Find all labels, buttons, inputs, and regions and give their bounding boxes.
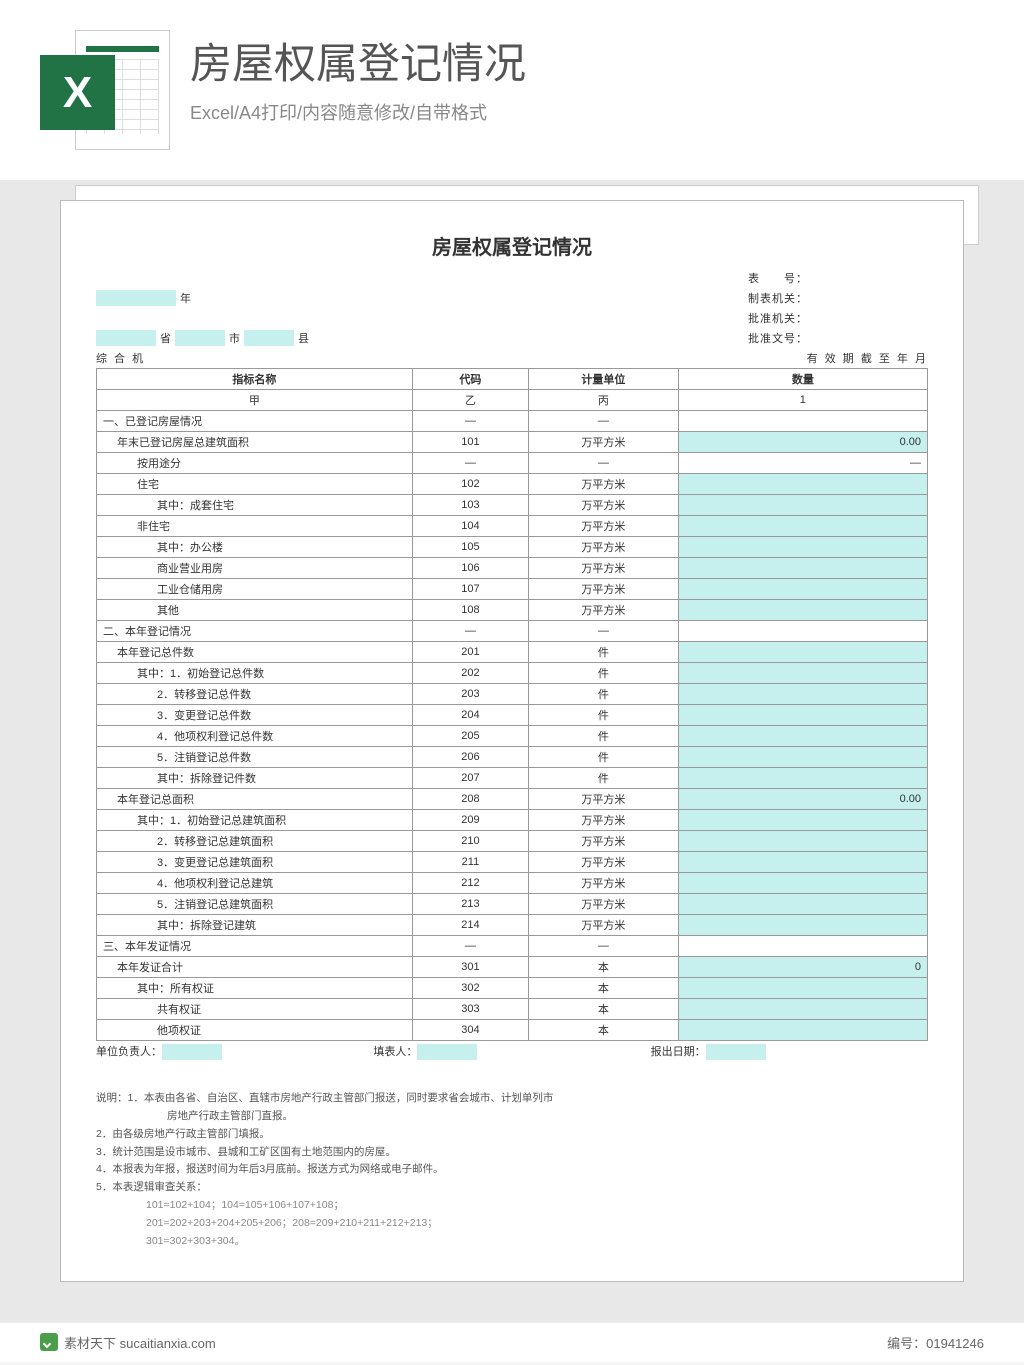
table-row: 本年登记总件数201件 xyxy=(97,642,928,663)
table-row: 其中：所有权证302本 xyxy=(97,978,928,999)
fill-county xyxy=(244,330,294,346)
table-row: 非住宅104万平方米 xyxy=(97,516,928,537)
table-row: 二、本年登记情况—— xyxy=(97,621,928,642)
fill-year xyxy=(96,290,176,306)
table-row: 年末已登记房屋总建筑面积101万平方米0.00 xyxy=(97,432,928,453)
signature-row: 单位负责人： 填表人： 报出日期： xyxy=(96,1043,928,1060)
table-row: 其中：1．初始登记总件数202件 xyxy=(97,663,928,684)
table-subheader-row: 甲 乙 丙 1 xyxy=(97,390,928,411)
table-row: 本年发证合计301本0 xyxy=(97,957,928,978)
formula-line: 201=202+203+204+205+206；208=209+210+211+… xyxy=(96,1215,928,1233)
table-row: 3．变更登记总建筑面积211万平方米 xyxy=(97,852,928,873)
page-title: 房屋权属登记情况 xyxy=(190,30,526,91)
title-block: 房屋权属登记情况 Excel/A4打印/内容随意修改/自带格式 xyxy=(190,30,526,125)
formula-line: 101=102+104；104=105+106+107+108； xyxy=(96,1197,928,1215)
table-row: 其中：成套住宅103万平方米 xyxy=(97,495,928,516)
watermark-bar: 素材天下 sucaitianxia.com 编号：01941246 xyxy=(0,1322,1024,1362)
formula-line: 301=302+303+304。 xyxy=(96,1233,928,1251)
org-left: 综 合 机 xyxy=(96,350,145,366)
table-row: 商业营业用房106万平方米 xyxy=(97,558,928,579)
page-header: X 房屋权属登记情况 Excel/A4打印/内容随意修改/自带格式 xyxy=(0,0,1024,180)
table-row: 一、已登记房屋情况—— xyxy=(97,411,928,432)
check-icon xyxy=(40,1333,58,1351)
meta-doc-no: 批准文号： xyxy=(748,330,928,346)
table-row: 4．他项权利登记总建筑212万平方米 xyxy=(97,873,928,894)
meta-maker: 制表机关： xyxy=(748,290,928,306)
note-line: 说明：1．本表由各省、自治区、直辖市房地产行政主管部门报送，同时要求省会城市、计… xyxy=(96,1090,928,1108)
notes-section: 说明：1．本表由各省、自治区、直辖市房地产行政主管部门报送，同时要求省会城市、计… xyxy=(96,1090,928,1251)
table-row: 三、本年发证情况—— xyxy=(97,936,928,957)
note-line: 5．本表逻辑审查关系： xyxy=(96,1179,928,1197)
document-container: 房屋权属登记情况 表 号： 年 制表机关： 批准机关： 省 市 县 xyxy=(0,180,1024,1322)
excel-icon: X xyxy=(40,30,170,160)
note-line: 房地产行政主管部门直报。 xyxy=(96,1108,928,1126)
document-paper: 房屋权属登记情况 表 号： 年 制表机关： 批准机关： 省 市 县 xyxy=(60,200,964,1282)
page-subtitle: Excel/A4打印/内容随意修改/自带格式 xyxy=(190,99,526,125)
table-row: 按用途分——— xyxy=(97,453,928,474)
fill-city xyxy=(175,330,225,346)
doc-title: 房屋权属登记情况 xyxy=(96,231,928,260)
table-row: 住宅102万平方米 xyxy=(97,474,928,495)
table-row: 其他108万平方米 xyxy=(97,600,928,621)
meta-table-no: 表 号： xyxy=(748,270,928,286)
table-row: 共有权证303本 xyxy=(97,999,928,1020)
watermark-site: 素材天下 sucaitianxia.com xyxy=(64,1333,216,1352)
note-line: 2．由各级房地产行政主管部门填报。 xyxy=(96,1126,928,1144)
main-table: 指标名称 代码 计量单位 数量 甲 乙 丙 1 一、已登记房屋情况——年末已登记… xyxy=(96,368,928,1041)
table-row: 4．他项权利登记总件数205件 xyxy=(97,726,928,747)
table-row: 其中：拆除登记建筑214万平方米 xyxy=(97,915,928,936)
org-right: 有 效 期 截 至 年 月 xyxy=(807,350,928,366)
watermark-id: 01941246 xyxy=(926,1336,984,1351)
table-row: 3．变更登记总件数204件 xyxy=(97,705,928,726)
table-row: 其中：办公楼105万平方米 xyxy=(97,537,928,558)
table-row: 2．转移登记总建筑面积210万平方米 xyxy=(97,831,928,852)
note-line: 3．统计范围是设市城市、县城和工矿区国有土地范围内的房屋。 xyxy=(96,1144,928,1162)
table-row: 其中：拆除登记件数207件 xyxy=(97,768,928,789)
fill-province xyxy=(96,330,156,346)
table-row: 5．注销登记总建筑面积213万平方米 xyxy=(97,894,928,915)
table-header-row: 指标名称 代码 计量单位 数量 xyxy=(97,369,928,390)
table-row: 2．转移登记总件数203件 xyxy=(97,684,928,705)
table-row: 他项权证304本 xyxy=(97,1020,928,1041)
table-row: 本年登记总面积208万平方米0.00 xyxy=(97,789,928,810)
meta-approver: 批准机关： xyxy=(748,310,928,326)
table-row: 工业仓储用房107万平方米 xyxy=(97,579,928,600)
table-row: 5．注销登记总件数206件 xyxy=(97,747,928,768)
note-line: 4．本报表为年报，报送时间为年后3月底前。报送方式为网络或电子邮件。 xyxy=(96,1161,928,1179)
table-row: 其中：1．初始登记总建筑面积209万平方米 xyxy=(97,810,928,831)
